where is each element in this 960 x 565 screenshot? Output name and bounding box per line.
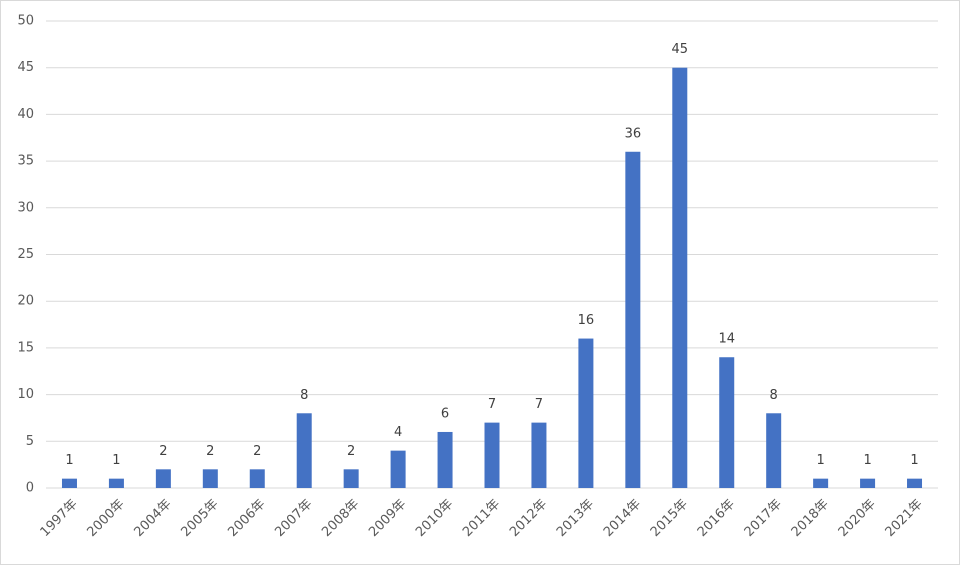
bar bbox=[61, 478, 77, 488]
data-label: 7 bbox=[488, 397, 496, 412]
y-tick-label: 0 bbox=[26, 481, 34, 496]
data-label: 6 bbox=[441, 406, 449, 421]
data-label: 16 bbox=[578, 313, 595, 328]
data-label: 1 bbox=[65, 453, 73, 468]
bar bbox=[860, 478, 876, 488]
y-tick-label: 35 bbox=[17, 154, 34, 169]
data-label: 1 bbox=[816, 453, 824, 468]
data-label: 4 bbox=[394, 425, 402, 440]
bar bbox=[531, 422, 547, 488]
bar bbox=[108, 478, 124, 488]
y-tick-label: 45 bbox=[17, 60, 34, 75]
bar bbox=[343, 469, 359, 488]
bar bbox=[484, 422, 500, 488]
bar bbox=[813, 478, 829, 488]
bar bbox=[907, 478, 923, 488]
data-label: 1 bbox=[863, 453, 871, 468]
y-tick-label: 5 bbox=[26, 434, 34, 449]
y-tick-label: 10 bbox=[17, 387, 34, 402]
data-label: 2 bbox=[206, 444, 214, 459]
data-label: 2 bbox=[347, 444, 355, 459]
data-label: 8 bbox=[300, 388, 308, 403]
y-tick-label: 30 bbox=[17, 200, 34, 215]
bar bbox=[766, 413, 782, 488]
bar bbox=[296, 413, 312, 488]
bar bbox=[672, 67, 688, 488]
y-tick-label: 50 bbox=[17, 14, 34, 29]
bar bbox=[578, 338, 594, 488]
data-label: 1 bbox=[112, 453, 120, 468]
data-label: 45 bbox=[672, 42, 689, 57]
y-tick-label: 25 bbox=[17, 247, 34, 262]
data-label: 8 bbox=[770, 388, 778, 403]
data-label: 7 bbox=[535, 397, 543, 412]
data-label: 2 bbox=[253, 444, 261, 459]
y-tick-label: 40 bbox=[17, 107, 34, 122]
y-tick-label: 15 bbox=[17, 340, 34, 355]
bar bbox=[155, 469, 171, 488]
data-label: 36 bbox=[625, 126, 642, 141]
bar bbox=[625, 151, 641, 488]
bar bbox=[249, 469, 265, 488]
bar bbox=[390, 450, 406, 488]
data-label: 1 bbox=[910, 453, 918, 468]
bar bbox=[437, 431, 453, 488]
data-label: 14 bbox=[718, 332, 735, 347]
data-label: 2 bbox=[159, 444, 167, 459]
bar bbox=[202, 469, 218, 488]
y-tick-label: 20 bbox=[17, 294, 34, 309]
bar bbox=[719, 357, 735, 488]
